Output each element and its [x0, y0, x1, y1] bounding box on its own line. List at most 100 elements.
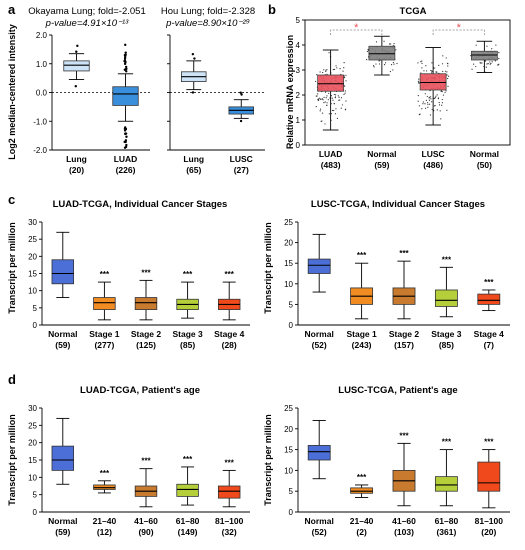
data-point	[337, 95, 339, 97]
y-tick-label: 0	[33, 321, 38, 330]
data-point	[339, 99, 341, 101]
data-point	[490, 62, 492, 65]
data-point	[343, 62, 345, 64]
significance-marker: ***	[484, 278, 494, 287]
data-point	[440, 90, 442, 92]
data-point	[340, 97, 343, 99]
data-point	[316, 74, 318, 76]
data-point	[475, 44, 477, 46]
y-tick-label: 0.0	[36, 89, 48, 98]
box-41-60: *** 41–60(103)	[392, 431, 416, 537]
data-point	[322, 71, 324, 74]
category-label: Stage 3	[431, 329, 462, 339]
data-point	[324, 123, 326, 125]
data-point	[325, 91, 327, 93]
panel-c-right-ylabel: Transcript per million	[263, 222, 273, 314]
box-21-40: *** 21–40(12)	[93, 469, 117, 537]
data-point	[431, 70, 433, 72]
data-point	[423, 70, 425, 72]
significance-marker: ***	[141, 268, 151, 277]
y-tick-label: 5	[289, 300, 294, 309]
box-lung: Lung(20)	[63, 44, 90, 175]
data-point	[343, 93, 345, 96]
y-tick-label: -2.0	[33, 146, 47, 155]
box-21-40: *** 21–40(2)	[350, 473, 374, 537]
plot-area: 2.01.00.0-1.0-2.0Lung(20)LUAD(226)Lung(6…	[28, 16, 511, 537]
category-label: Stage 4	[214, 329, 245, 339]
data-point	[445, 90, 447, 92]
significance-marker: ***	[357, 251, 367, 260]
data-point	[344, 92, 346, 94]
data-point	[437, 97, 439, 100]
data-point	[427, 106, 429, 108]
chart-title: LUSC-TCGA, Patient's age	[338, 385, 457, 396]
y-tick-label: 20	[284, 239, 293, 248]
y-tick-label: 5	[33, 491, 38, 500]
data-point	[326, 95, 328, 97]
category-n: (277)	[94, 340, 114, 350]
outlier	[124, 53, 127, 57]
y-tick-label: 25	[28, 235, 37, 244]
category-label: Normal	[470, 149, 499, 159]
data-point	[481, 62, 483, 64]
y-tick-label: 20	[28, 252, 37, 261]
data-point	[491, 61, 493, 63]
y-tick-label: 15	[284, 446, 293, 455]
data-point	[441, 98, 443, 101]
box-lusc: LUSC(486)	[417, 47, 450, 170]
panel-d-label: d	[8, 372, 16, 387]
significance-marker: ***	[183, 270, 193, 279]
box-body	[51, 445, 75, 471]
outlier	[191, 91, 195, 94]
data-point	[422, 103, 424, 105]
y-tick-label: 0	[289, 508, 294, 517]
box-normal: Normal(59)	[48, 231, 77, 350]
y-tick-label: 3	[296, 66, 301, 75]
data-point	[441, 104, 443, 106]
category-n: (59)	[55, 340, 70, 350]
y-tick-label: 1	[296, 116, 301, 125]
data-point	[345, 80, 347, 82]
significance-marker: ***	[399, 249, 409, 258]
data-point	[486, 63, 488, 65]
data-point	[339, 68, 341, 70]
data-point	[424, 93, 426, 95]
data-point	[372, 65, 375, 67]
category-n: (59)	[55, 527, 70, 537]
data-point	[442, 55, 444, 57]
panel-a-right-pvalue: p-value=8.90×10⁻²⁹	[165, 18, 250, 29]
box-stage-2: *** Stage 2(157)	[389, 249, 420, 350]
data-point	[335, 108, 337, 110]
box-stage-4: *** Stage 4(28)	[214, 270, 245, 350]
box-stage-1: *** Stage 1(277)	[89, 270, 120, 350]
data-point	[344, 109, 346, 111]
data-point	[336, 67, 338, 69]
category-label: Stage 1	[89, 329, 120, 339]
data-point	[425, 70, 428, 72]
data-point	[434, 67, 436, 69]
category-label: Stage 2	[389, 329, 420, 339]
significance-star: *	[354, 22, 359, 34]
category-label: 41–60	[392, 516, 416, 526]
outlier	[125, 135, 128, 138]
outlier	[124, 132, 127, 136]
chart-a-left: 2.0 1.0 0.0 -1.0 -2.0 Lung(20) LUAD(226)	[33, 31, 150, 175]
data-point	[328, 52, 330, 54]
panel-d-ylabel: Transcript per million	[7, 414, 17, 506]
category-label: Stage 1	[346, 329, 377, 339]
data-point	[447, 65, 449, 67]
data-point	[343, 75, 345, 77]
data-point	[417, 80, 420, 82]
category-label: 61–80	[435, 516, 459, 526]
outlier	[123, 129, 127, 132]
y-tick-label: 30	[28, 218, 37, 227]
category-n: (149)	[178, 527, 198, 537]
data-point	[425, 99, 427, 102]
chart-title: LUSC-TCGA, Individual Cancer Stages	[311, 199, 485, 210]
category-n: (50)	[477, 160, 492, 170]
data-point	[418, 114, 420, 116]
significance-star: *	[457, 22, 462, 34]
data-point	[323, 96, 325, 98]
data-point	[445, 57, 447, 59]
data-point	[395, 49, 397, 51]
